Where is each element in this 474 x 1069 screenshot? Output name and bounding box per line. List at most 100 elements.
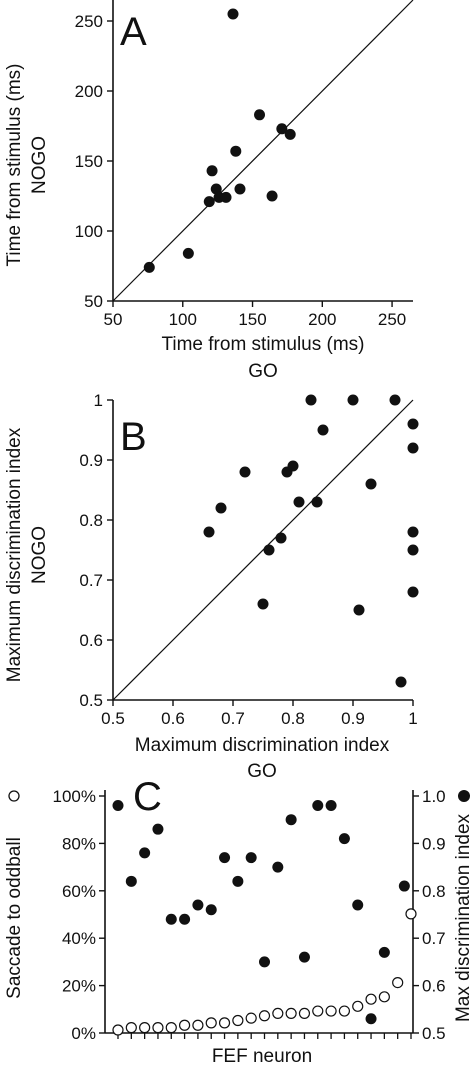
a-ytick-label: 150 — [75, 152, 103, 171]
b-data-point — [293, 496, 305, 508]
c-right-tick-label: 0.9 — [422, 834, 446, 853]
a-data-point — [266, 190, 278, 202]
c-right-tick-label: 0.5 — [422, 1024, 446, 1043]
panel-b-xlabel: Maximum discrimination index — [135, 735, 390, 756]
b-ytick-label: 1 — [94, 391, 103, 410]
panel-b-xlabel-2: GO — [247, 761, 277, 782]
a-xtick-label: 250 — [378, 310, 406, 329]
c-filled-point — [192, 899, 204, 911]
panel-a-unity-line — [112, 0, 414, 302]
panel-c-open-marker-legend — [8, 790, 20, 802]
b-data-point — [257, 598, 269, 610]
b-xtick-label: 0.9 — [341, 709, 365, 728]
panel-a-xlabel-2: GO — [248, 361, 278, 382]
panel-c-ylabel-left: Saccade to oddball — [4, 837, 25, 999]
panel-c-xlabel: FEF neuron — [212, 1046, 312, 1067]
a-data-point — [143, 261, 155, 273]
a-data-point — [227, 8, 239, 20]
b-data-point — [407, 442, 419, 454]
a-ytick-label: 50 — [84, 292, 103, 311]
b-ytick-label: 0.6 — [79, 631, 103, 650]
c-left-tick-label: 40% — [62, 929, 96, 948]
c-open-point — [205, 1017, 217, 1029]
b-xtick-label: 0.5 — [101, 709, 125, 728]
b-data-point — [407, 526, 419, 538]
panel-c-filled-marker-legend — [458, 790, 470, 802]
b-data-point — [407, 418, 419, 430]
c-open-point — [365, 993, 377, 1005]
c-filled-point — [205, 904, 217, 916]
b-data-point — [215, 502, 227, 514]
b-xtick-label: 0.8 — [281, 709, 305, 728]
c-filled-point — [112, 799, 124, 811]
c-open-point — [152, 1022, 164, 1034]
c-open-point — [378, 991, 390, 1003]
panel-b-ylabel: Maximum discrimination index — [4, 427, 25, 682]
c-filled-point — [325, 799, 337, 811]
c-filled-point — [152, 823, 164, 835]
a-xtick-label: 150 — [238, 310, 266, 329]
panel-c-x-ticks — [117, 1033, 412, 1039]
c-right-tick-label: 0.7 — [422, 929, 446, 948]
c-filled-point — [219, 852, 231, 864]
b-ytick-label: 0.9 — [79, 451, 103, 470]
c-open-point — [312, 1005, 324, 1017]
b-ytick-label: 0.8 — [79, 511, 103, 530]
c-open-point — [325, 1005, 337, 1017]
panel-a-ylabel: Time from stimulus (ms) — [4, 63, 25, 266]
c-filled-point — [125, 875, 137, 887]
a-data-point — [276, 123, 288, 135]
panel-c-open-series — [112, 908, 417, 1036]
panel-a: A 50 100 150 200 250 50 100 150 200 250 Time fro… — [4, 0, 414, 382]
a-xtick-label: 200 — [308, 310, 336, 329]
a-data-point — [234, 183, 246, 195]
c-filled-point — [232, 875, 244, 887]
b-data-point — [275, 532, 287, 544]
c-filled-point — [245, 852, 257, 864]
b-data-point — [263, 544, 275, 556]
panel-a-points — [143, 8, 296, 273]
c-filled-point — [272, 861, 284, 873]
c-filled-point — [398, 880, 410, 892]
b-data-point — [365, 478, 377, 490]
c-right-tick-label: 0.6 — [422, 977, 446, 996]
a-data-point — [210, 183, 222, 195]
c-left-tick-label: 0% — [71, 1024, 96, 1043]
c-open-point — [285, 1007, 297, 1020]
b-ytick-label: 0.7 — [79, 571, 103, 590]
panel-c-left-ticks: 0% 20% 40% 60% 80% 100% — [53, 787, 105, 1043]
panel-b: B 0.5 0.6 0.7 0.8 0.9 1 0.5 0.6 0.7 0.8 0.9 1 Maxi… — [4, 391, 419, 782]
c-filled-point — [165, 913, 177, 925]
b-data-point — [203, 526, 215, 538]
a-xtick-label: 100 — [169, 310, 197, 329]
b-data-point — [389, 394, 401, 406]
c-open-point — [405, 908, 417, 920]
b-xtick-label: 1 — [408, 709, 417, 728]
a-data-point — [206, 165, 218, 177]
c-open-point — [392, 976, 404, 989]
panel-b-unity-line — [112, 399, 414, 701]
b-data-point — [239, 466, 251, 478]
panel-c: C 0%20%40%60%80%100% 0.50.60.70.80.91.0 … — [4, 775, 474, 1067]
c-open-point — [352, 1000, 364, 1012]
a-ytick-label: 250 — [75, 12, 103, 31]
panel-a-x-ticks: 50 100 150 200 250 — [104, 301, 406, 329]
a-data-point — [220, 191, 232, 203]
c-open-point — [125, 1022, 137, 1034]
panel-b-x-ticks: 0.5 0.6 0.7 0.8 0.9 1 — [101, 700, 418, 728]
panel-b-letter: B — [120, 415, 147, 459]
a-xtick-label: 50 — [104, 310, 123, 329]
c-left-tick-label: 100% — [53, 787, 96, 806]
panel-b-ylabel-2: NOGO — [29, 526, 50, 584]
b-data-point — [311, 496, 323, 508]
c-open-point — [245, 1012, 257, 1024]
c-filled-point — [352, 899, 364, 911]
c-open-point — [298, 1007, 311, 1020]
c-open-point — [338, 1005, 351, 1017]
b-data-point — [395, 676, 407, 688]
c-left-tick-label: 60% — [62, 882, 96, 901]
panel-c-right-ticks: 0.5 0.6 0.7 0.8 0.9 1.0 — [413, 787, 446, 1043]
c-filled-point — [285, 814, 297, 826]
b-data-point — [407, 586, 419, 598]
